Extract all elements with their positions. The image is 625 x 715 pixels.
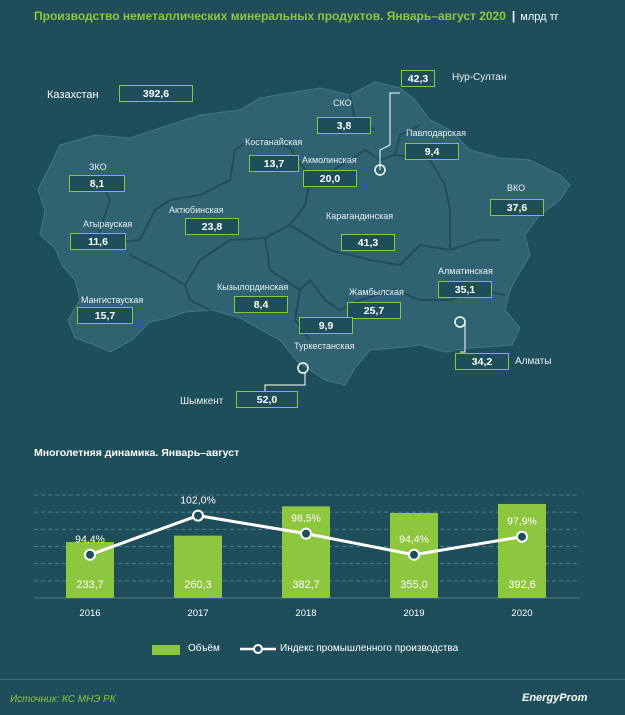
chart-title: Производство неметаллических минеральных… xyxy=(34,9,559,23)
country-value: 392,6 xyxy=(119,85,193,102)
index-point-2016 xyxy=(84,548,96,561)
bar-2020 xyxy=(498,503,546,598)
country-label: Казахстан xyxy=(47,89,99,101)
region-label-almaty-region: Алматинская xyxy=(438,266,493,276)
city-label-almaty: Алматы xyxy=(515,356,552,367)
legend-label-volume: Объём xyxy=(188,643,220,654)
title-text: Производство неметаллических минеральных… xyxy=(34,9,506,23)
region-value-zhambyl: 25,7 xyxy=(347,302,401,319)
region-value-akmola: 20,0 xyxy=(303,170,357,187)
bar-2018 xyxy=(282,506,330,598)
title-separator: | xyxy=(511,9,516,23)
legend-swatch-volume xyxy=(152,645,180,655)
region-value-pavlodar: 9,4 xyxy=(405,143,459,160)
x-tick-2016: 2016 xyxy=(79,608,100,619)
bar-label-2019: 355,0 xyxy=(400,579,428,591)
region-value-zko: 8,1 xyxy=(69,175,125,192)
shymkent-marker-icon xyxy=(297,362,309,374)
index-point-2018 xyxy=(300,527,312,540)
bar-label-2016: 233,7 xyxy=(76,579,104,591)
legend-swatch-index xyxy=(240,644,276,654)
footer-divider xyxy=(0,679,625,680)
city-value-shymkent: 52,0 xyxy=(236,391,298,408)
index-label-2017: 102,0% xyxy=(180,495,216,507)
region-label-zhambyl: Жамбылская xyxy=(349,287,404,297)
region-label-kostanay: Костанайская xyxy=(245,137,303,147)
region-value-atyrau: 11,6 xyxy=(70,233,126,250)
region-label-pavlodar: Павлодарская xyxy=(406,128,466,138)
index-points xyxy=(84,509,528,561)
region-label-karaganda: Карагандинская xyxy=(326,211,394,221)
region-label-zko: ЗКО xyxy=(89,162,107,172)
index-point-2017 xyxy=(192,509,204,522)
city-label-nur-sultan: Нур-Султан xyxy=(452,72,507,83)
x-tick-2019: 2019 xyxy=(403,608,424,619)
region-label-atyrau: Атырауская xyxy=(83,219,133,229)
brand-logo: EnergyProm xyxy=(522,692,588,704)
region-label-mangistau: Мангистауская xyxy=(81,295,144,305)
index-label-2020: 97,9% xyxy=(507,516,537,528)
city-label-shymkent: Шымкент xyxy=(180,396,224,407)
region-value-karaganda: 41,3 xyxy=(341,234,395,251)
legend-label-index: Индекс промышленного производства xyxy=(280,643,459,654)
dynamics-chart: 233,7 260,3 382,7 355,0 392,6 94,4% 102,0% 98,… xyxy=(34,494,580,619)
nur-sultan-marker-icon xyxy=(374,164,386,176)
region-label-akmola: Акмолинская xyxy=(302,155,357,165)
index-label-2018: 98,5% xyxy=(291,513,321,525)
index-label-2016: 94,4% xyxy=(75,534,105,546)
almaty-marker-icon xyxy=(454,316,466,328)
region-value-sko: 3,8 xyxy=(317,117,371,134)
bar-labels: 233,7 260,3 382,7 355,0 392,6 xyxy=(76,579,536,591)
x-tick-2017: 2017 xyxy=(187,608,208,619)
x-tick-2018: 2018 xyxy=(295,608,316,619)
region-label-turkestan: Туркестанская xyxy=(294,341,355,351)
city-value-almaty: 34,2 xyxy=(455,353,509,370)
index-point-2020 xyxy=(516,530,528,543)
x-tick-2020: 2020 xyxy=(511,608,532,619)
index-label-2019: 94,4% xyxy=(399,534,429,546)
region-label-vko: ВКО xyxy=(507,183,526,193)
unit-label: млрд тг xyxy=(520,11,559,23)
region-value-almaty-region: 35,1 xyxy=(438,281,492,298)
source-text: Источник: КС МНЭ РК xyxy=(10,694,116,705)
region-value-vko: 37,6 xyxy=(490,199,544,216)
region-value-mangistau: 15,7 xyxy=(77,307,133,324)
region-value-turkestan: 9,9 xyxy=(299,317,353,334)
bar-2017 xyxy=(174,535,222,598)
bar-label-2020: 392,6 xyxy=(508,579,536,591)
region-value-kostanay: 13,7 xyxy=(249,155,299,172)
bar-label-2018: 382,7 xyxy=(292,579,320,591)
bar-label-2017: 260,3 xyxy=(184,579,212,591)
city-value-nur-sultan: 42,3 xyxy=(401,70,435,87)
chart-subtitle: Многолетняя динамика. Январь–август xyxy=(34,447,240,459)
region-label-kyzylorda: Кызылординская xyxy=(217,282,289,292)
region-value-aktobe: 23,8 xyxy=(185,218,239,235)
region-value-kyzylorda: 8,4 xyxy=(234,296,288,313)
region-label-sko: СКО xyxy=(333,98,352,108)
index-point-2019 xyxy=(408,548,420,561)
region-label-aktobe: Актюбинская xyxy=(169,205,224,215)
index-labels: 94,4% 102,0% 98,5% 94,4% 97,9% xyxy=(75,495,537,546)
x-axis-labels: 2016 2017 2018 2019 2020 xyxy=(79,608,532,619)
